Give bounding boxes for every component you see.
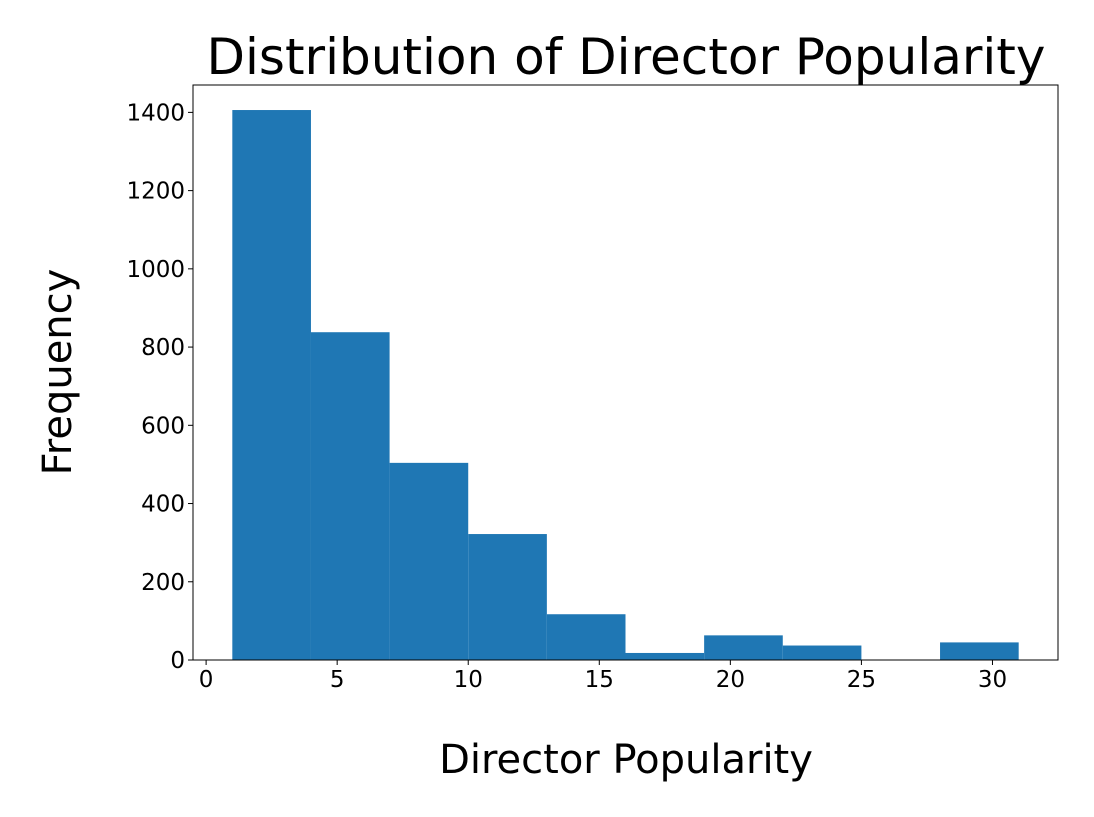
y-tick-label: 1400 [126,100,185,126]
x-tick-label: 25 [847,667,876,693]
x-axis-label: Director Popularity [439,737,813,783]
y-tick-label: 1000 [126,257,185,283]
bars-group [232,110,1019,661]
x-tick-label: 15 [585,667,614,693]
y-tick-label: 800 [141,335,185,361]
y-tick-label: 1200 [126,179,185,205]
y-tick-label: 400 [141,492,185,518]
y-tick-label: 600 [141,413,185,439]
histogram-bar-6 [704,635,783,660]
x-tick-label: 0 [199,667,214,693]
chart-title: Distribution of Director Popularity [207,28,1046,86]
y-axis-label: Frequency [35,269,81,476]
y-tick-label: 0 [170,648,185,674]
x-tick-label: 5 [330,667,345,693]
x-tick-label: 20 [716,667,745,693]
plot-frame [192,84,1059,661]
histogram-bar-4 [546,614,626,660]
x-tick-label: 10 [454,667,483,693]
histogram-bar-3 [468,534,547,660]
x-axis-ticks: 0 5 10 15 20 25 30 [199,660,1007,693]
y-axis-ticks: 0 200 400 600 800 1000 1200 1400 [126,100,193,674]
histogram-bar-5 [625,652,705,660]
histogram-bar-0 [232,110,311,661]
x-tick-label: 30 [978,667,1007,693]
histogram-bar-1 [310,332,390,660]
histogram-bar-9 [940,642,1019,660]
histogram-bar-7 [782,645,862,660]
y-tick-label: 200 [141,570,185,596]
histogram-bar-2 [389,462,469,660]
